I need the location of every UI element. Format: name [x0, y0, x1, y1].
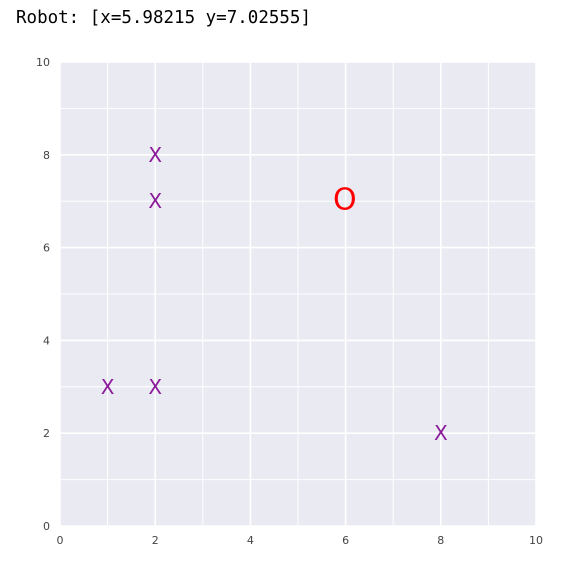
y-tick-label: 4 [43, 334, 50, 347]
landmark-marker: X [148, 375, 162, 399]
y-tick-label: 6 [43, 242, 50, 255]
x-tick-label: 4 [247, 534, 254, 547]
y-tick-label: 8 [43, 149, 50, 162]
x-tick-label: 6 [342, 534, 349, 547]
landmark-marker: X [148, 189, 162, 213]
x-tick-label: 0 [57, 534, 64, 547]
y-tick-label: 0 [43, 520, 50, 533]
y-tick-label: 10 [36, 56, 50, 69]
y-tick-label: 2 [43, 427, 50, 440]
robot-marker: O [333, 183, 357, 218]
x-tick-label: 8 [437, 534, 444, 547]
robot-position-readout: Robot: [x=5.98215 y=7.02555] [16, 8, 312, 28]
x-tick-label: 10 [529, 534, 543, 547]
landmark-marker: X [101, 375, 115, 399]
landmark-marker: X [148, 143, 162, 167]
landmark-marker: X [434, 421, 448, 445]
x-tick-label: 2 [152, 534, 159, 547]
